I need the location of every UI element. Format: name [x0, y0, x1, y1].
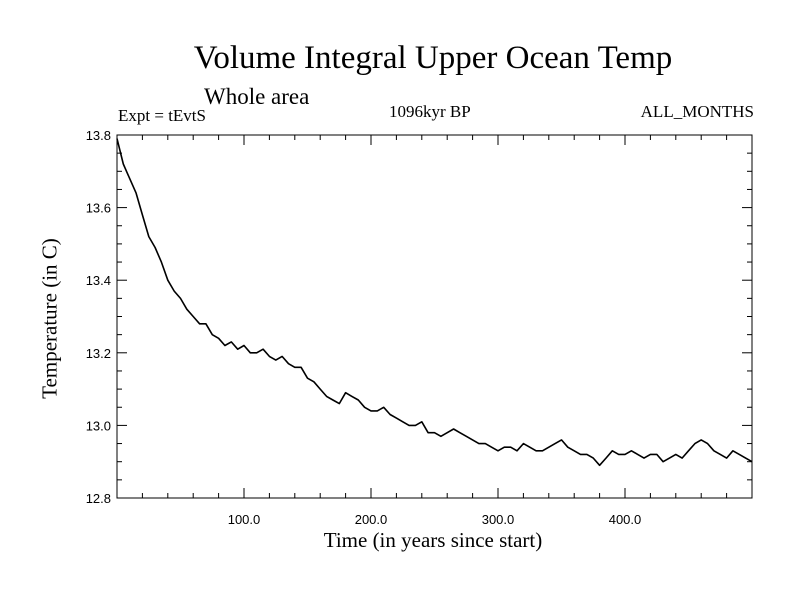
x-tick-label: 100.0 [228, 512, 261, 527]
period-label: 1096kyr BP [389, 102, 471, 121]
y-tick-label: 13.0 [86, 418, 111, 433]
x-tick-label: 400.0 [609, 512, 642, 527]
x-tick-label: 200.0 [355, 512, 388, 527]
chart-title: Volume Integral Upper Ocean Temp [193, 40, 673, 76]
plot-frame [116, 134, 753, 499]
chart-subtitle: Whole area [204, 84, 310, 109]
x-tick-label: 300.0 [482, 512, 515, 527]
y-axis-label: Temperature (in C) [37, 238, 62, 399]
experiment-label: Expt = tEvtS [118, 106, 206, 125]
months-label: ALL_MONTHS [640, 102, 754, 121]
tick-labels: 100.0 200.0 300.0 400.0 12.8 13.0 13.2 13.4 13.6… [86, 128, 642, 527]
y-tick-label: 12.8 [86, 491, 111, 506]
x-axis-label: Time (in years since start) [323, 528, 543, 552]
axis-ticks [117, 134, 752, 499]
y-tick-label: 13.2 [86, 346, 111, 361]
y-tick-label: 13.8 [86, 128, 111, 143]
y-tick-label: 13.4 [86, 273, 111, 288]
y-tick-label: 13.6 [86, 201, 111, 216]
series-line-temperature [116, 138, 753, 467]
